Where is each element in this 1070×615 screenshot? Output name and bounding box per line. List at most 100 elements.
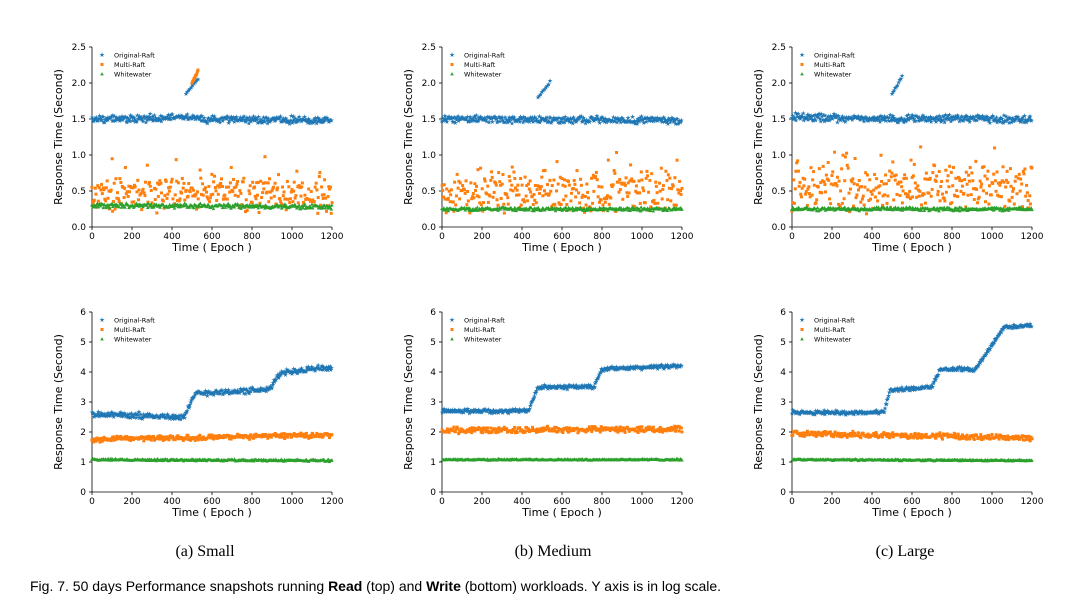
data-point [96, 199, 100, 203]
data-point: ★ [233, 387, 239, 395]
data-point: ★ [96, 114, 102, 122]
data-point: ★ [107, 412, 113, 420]
data-point [600, 185, 604, 189]
data-point: ★ [251, 386, 257, 394]
data-point: ★ [496, 113, 502, 121]
data-point: ★ [198, 112, 204, 120]
data-point: ★ [326, 363, 332, 371]
data-point [149, 188, 153, 192]
data-point: ★ [654, 117, 660, 125]
data-point [843, 155, 847, 159]
data-point: ★ [465, 405, 471, 413]
data-point [627, 429, 631, 433]
data-point [659, 166, 663, 170]
data-point [592, 189, 596, 193]
data-point [196, 190, 200, 194]
data-point: ★ [972, 116, 978, 124]
data-point: ★ [557, 119, 563, 127]
data-point [107, 206, 112, 210]
data-point: ★ [551, 114, 557, 122]
data-point: ★ [588, 383, 594, 391]
data-point: ★ [517, 118, 523, 126]
data-point: ★ [849, 114, 855, 122]
data-point: ★ [219, 114, 225, 122]
data-point [141, 189, 145, 193]
data-point: ★ [573, 118, 579, 126]
data-point: ★ [550, 383, 556, 391]
data-point [318, 171, 322, 175]
x-tick-label: 1000 [631, 497, 654, 507]
data-point: ★ [135, 111, 141, 119]
data-point: ★ [175, 415, 181, 423]
data-point: ★ [213, 387, 219, 395]
data-point: ★ [533, 389, 539, 397]
data-point [442, 183, 446, 187]
data-point: ★ [97, 112, 103, 120]
data-point: ★ [651, 362, 657, 370]
data-point: ★ [821, 117, 827, 125]
data-point [276, 186, 280, 190]
data-point: ★ [299, 366, 305, 374]
data-point: ★ [578, 384, 584, 392]
data-point: ★ [510, 115, 516, 123]
data-point [130, 200, 134, 204]
data-point [509, 188, 513, 192]
data-point [554, 426, 558, 430]
data-point [627, 191, 631, 195]
data-point: ★ [884, 114, 890, 122]
data-point: ★ [490, 118, 496, 126]
data-point [247, 189, 251, 193]
data-point [839, 189, 843, 193]
data-point: ★ [580, 116, 586, 124]
data-point [583, 195, 587, 199]
data-point: ★ [207, 388, 213, 396]
data-point: ★ [446, 115, 452, 123]
data-point: ★ [288, 368, 294, 376]
data-point: ★ [146, 410, 152, 418]
data-point: ★ [556, 383, 562, 391]
data-point [660, 197, 664, 201]
data-point: ★ [301, 116, 307, 124]
data-point [300, 185, 304, 189]
data-point: ★ [200, 390, 206, 398]
data-point: ★ [294, 117, 300, 125]
data-point: ★ [854, 115, 860, 123]
data-point [515, 188, 519, 192]
data-point [248, 184, 252, 188]
spike-point: ★ [897, 76, 903, 84]
data-point: ★ [244, 386, 250, 394]
data-point [618, 425, 622, 429]
data-point [224, 197, 228, 201]
data-point: ★ [529, 398, 535, 406]
y-tick-label: 1 [780, 458, 786, 468]
data-point: ★ [321, 364, 327, 372]
data-point: ★ [625, 363, 631, 371]
data-point [233, 193, 237, 197]
data-point: ★ [566, 118, 572, 126]
data-point [884, 173, 888, 177]
data-point: ★ [486, 406, 492, 414]
data-point: ★ [202, 117, 208, 125]
data-point: ★ [500, 409, 506, 417]
data-point [182, 201, 187, 205]
data-point: ★ [220, 117, 226, 125]
data-point [547, 192, 551, 196]
data-point [579, 183, 583, 187]
data-point [287, 185, 291, 189]
data-point [449, 193, 453, 197]
data-point [876, 199, 880, 203]
spike-point: ★ [536, 92, 542, 100]
data-point: ★ [997, 118, 1003, 126]
data-point: ★ [172, 412, 178, 420]
data-point: ★ [204, 392, 210, 400]
data-point: ★ [105, 114, 111, 122]
data-point: ★ [176, 414, 182, 422]
data-point [908, 189, 912, 193]
data-point [638, 201, 642, 205]
data-point: ★ [636, 363, 642, 371]
data-point: ★ [188, 399, 194, 407]
data-point: ★ [447, 406, 453, 414]
data-point: ★ [190, 395, 196, 403]
data-point: ★ [291, 365, 297, 373]
data-point: ★ [517, 405, 523, 413]
